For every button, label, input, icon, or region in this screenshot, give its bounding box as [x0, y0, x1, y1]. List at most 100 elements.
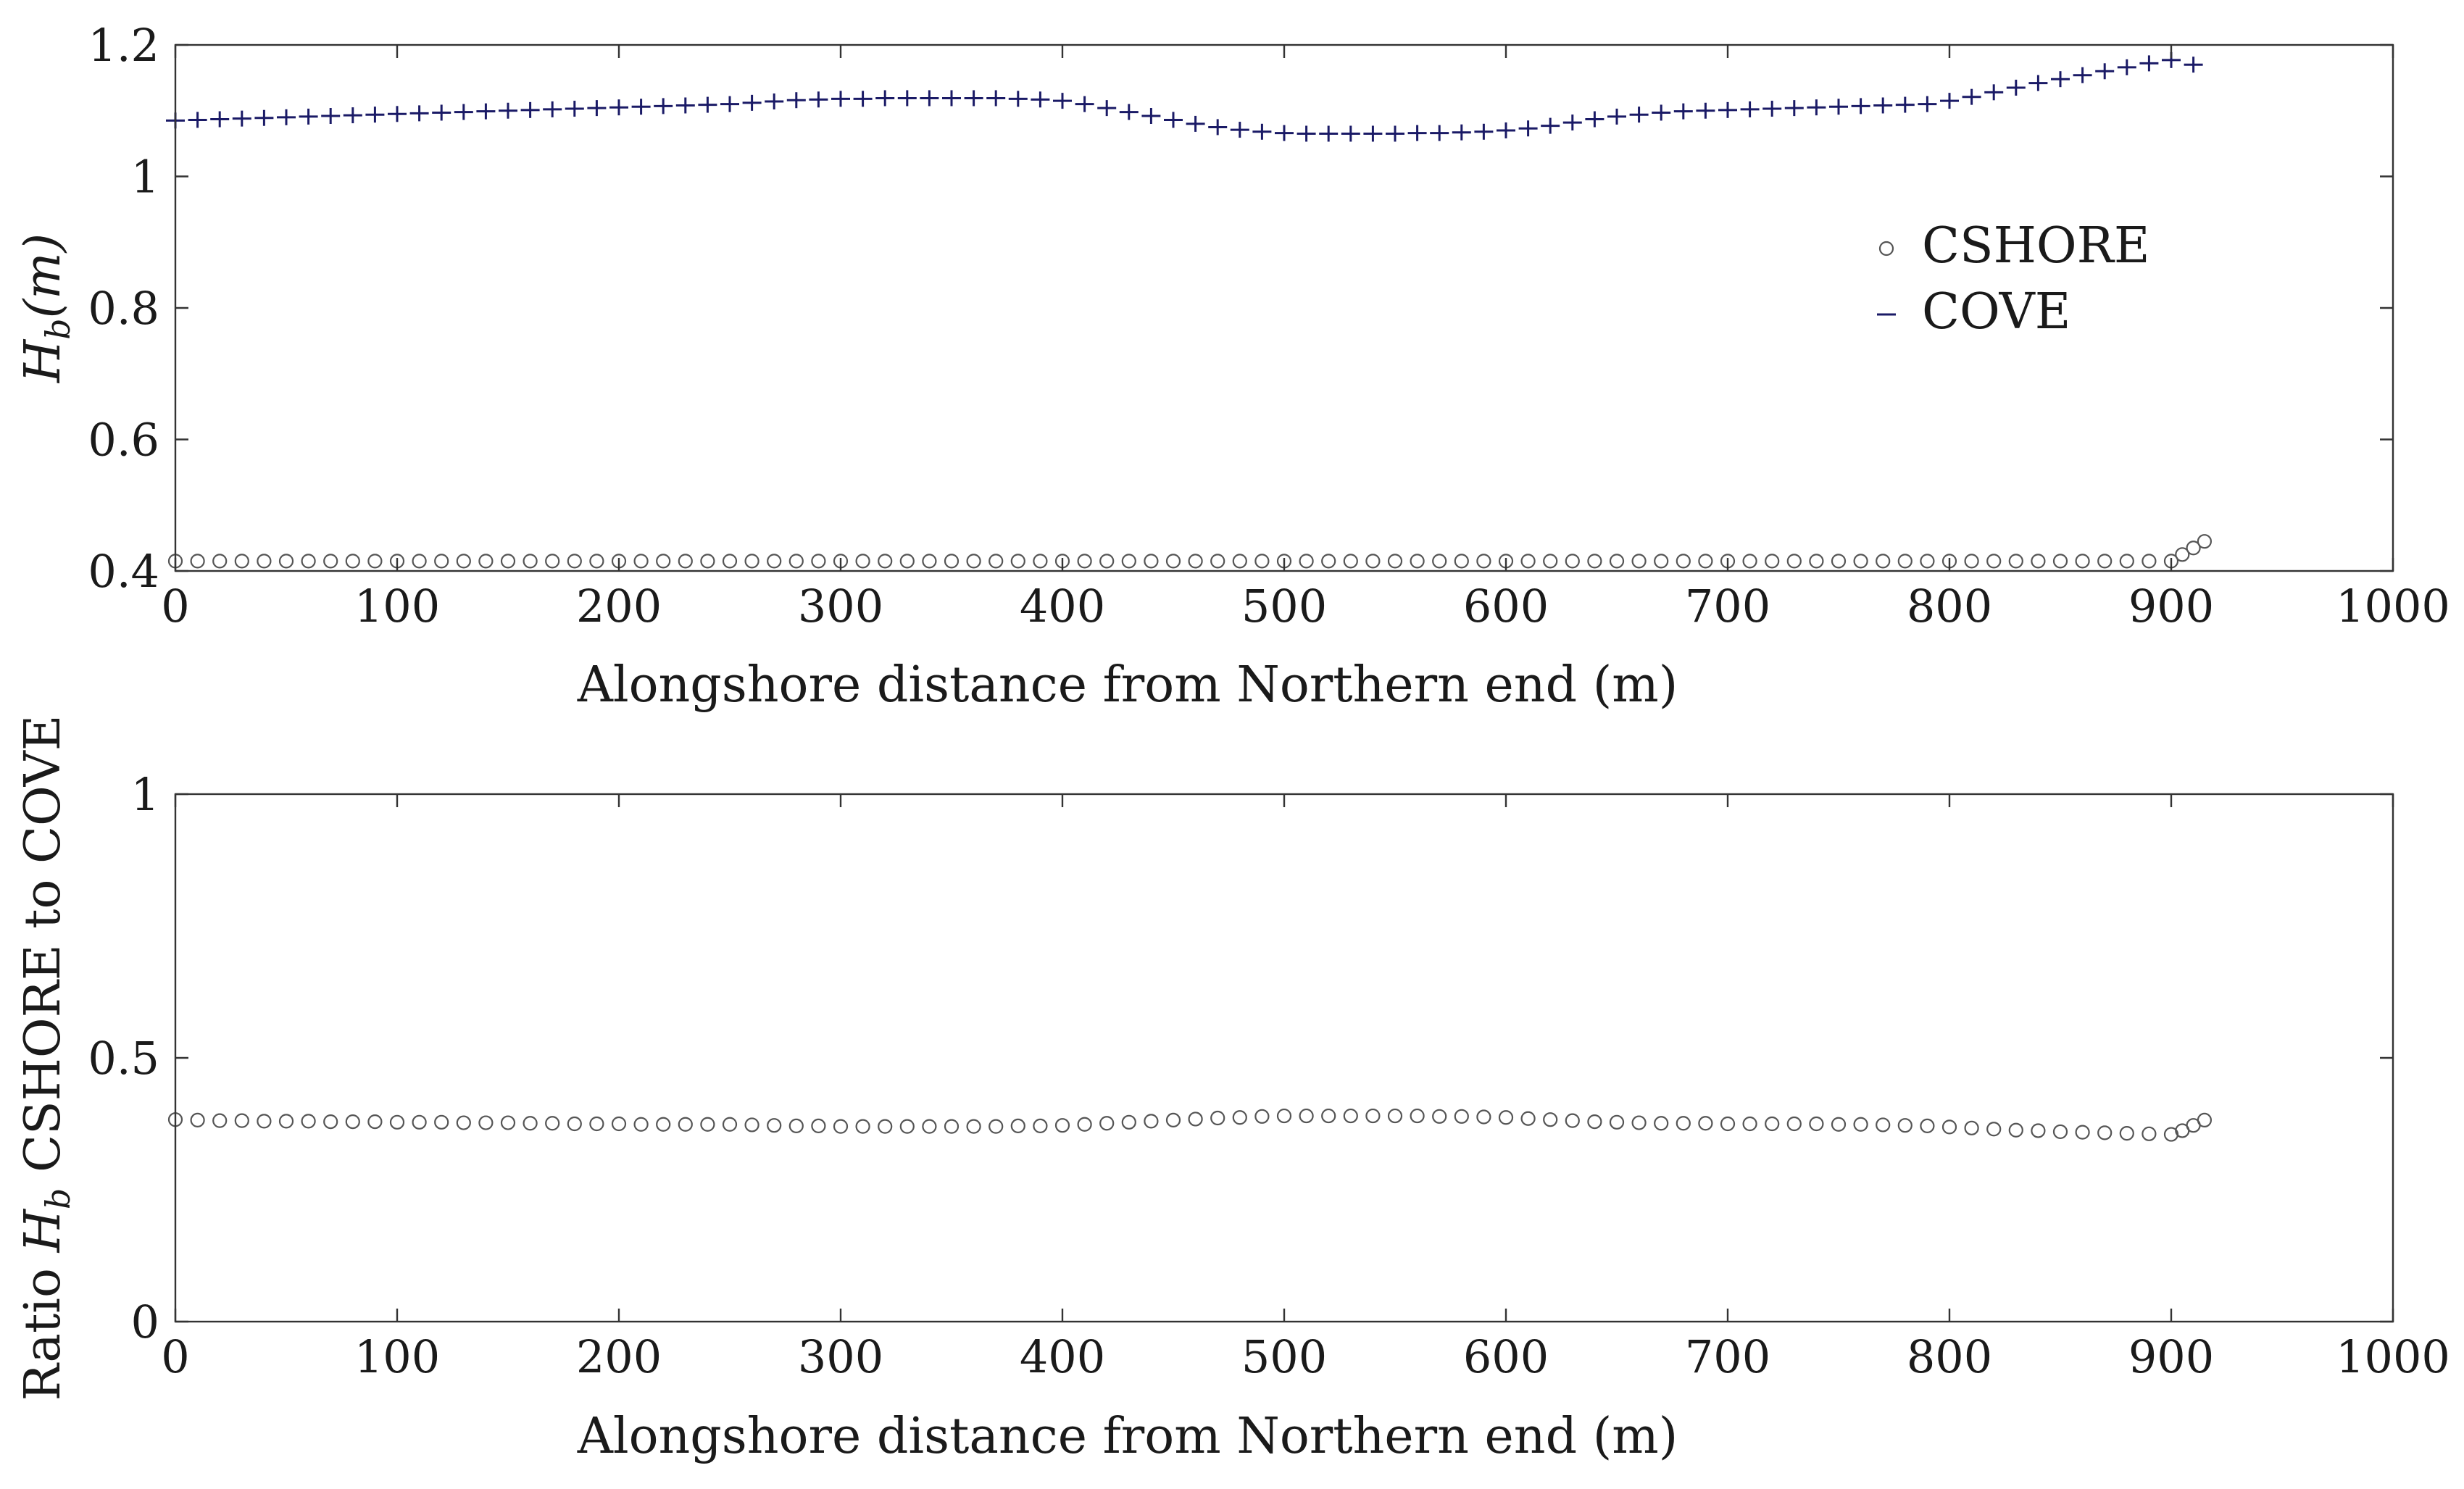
top-cove-point	[831, 91, 850, 107]
bottom-ratio-point	[478, 1115, 494, 1130]
top-cshore-point	[1742, 554, 1757, 569]
top-cove-point	[609, 99, 628, 116]
top-cove-point	[1585, 111, 1604, 128]
top-cove-point	[1696, 102, 1715, 119]
bottom-y-label-subscript: b	[38, 1188, 78, 1209]
top-cshore-point	[589, 554, 604, 569]
top-cove-point	[875, 90, 895, 107]
bottom-ratio-point	[190, 1112, 205, 1128]
bottom-ratio-point	[1387, 1108, 1403, 1124]
top-x-tick-label: 300	[798, 580, 883, 633]
top-cove-point	[1895, 96, 1915, 113]
top-cove-point	[1784, 100, 1804, 117]
top-data-marks	[166, 51, 2212, 569]
top-cove-point	[920, 90, 939, 107]
top-cshore-point	[633, 554, 649, 569]
top-cove-point	[365, 107, 385, 123]
bottom-ratio-point	[1410, 1108, 1425, 1124]
bottom-ratio-point	[1299, 1108, 1314, 1124]
panel-ratio: 0 100 200 300 400 500 600 700 800 900 1000 0 0.5 1 Al…	[14, 715, 2450, 1465]
bottom-ratio-point	[1365, 1108, 1381, 1124]
top-cshore-point	[456, 554, 471, 569]
top-cove-point	[1629, 107, 1649, 123]
bottom-ratio-point	[1631, 1115, 1647, 1130]
top-cove-point	[2117, 59, 2136, 75]
bottom-ratio-point	[389, 1114, 405, 1130]
top-cshore-point	[234, 554, 249, 569]
top-cove-point	[1873, 97, 1893, 114]
top-cshore-point	[1853, 554, 1868, 569]
top-cove-point	[1341, 125, 1360, 142]
top-cshore-point	[1077, 554, 1092, 569]
top-cove-point	[1962, 88, 1981, 105]
top-cove-point	[1762, 101, 1782, 117]
top-cshore-point	[1432, 554, 1447, 569]
top-cove-point	[232, 110, 251, 127]
top-cove-point	[2028, 75, 2048, 91]
bottom-ratio-point	[234, 1113, 249, 1128]
top-cove-point	[409, 105, 429, 122]
top-cove-point	[1319, 125, 1339, 142]
bottom-ratio-point	[1144, 1114, 1159, 1129]
bottom-ratio-point	[1698, 1116, 1713, 1131]
top-cshore-point	[988, 554, 1004, 569]
top-cove-point	[698, 96, 717, 113]
top-cove-point	[1562, 114, 1582, 131]
top-cove-point	[1208, 119, 1228, 135]
top-cove-point	[1097, 100, 1117, 117]
top-cove-point	[299, 108, 318, 125]
bottom-ratio-point	[1941, 1119, 1957, 1135]
top-cshore-point	[1387, 554, 1403, 569]
bottom-y-axis-label: Ratio Hb CSHORE to COVE	[14, 715, 78, 1401]
bottom-x-tick-label: 0	[161, 1330, 189, 1383]
top-cshore-point	[678, 554, 693, 569]
top-cove-point	[1851, 98, 1870, 114]
top-cove-point	[742, 94, 762, 111]
top-cshore-point	[1454, 554, 1469, 569]
bottom-ratio-point	[1897, 1118, 1912, 1133]
top-cshore-point	[2197, 534, 2212, 549]
top-x-tick-label: 100	[354, 580, 440, 633]
top-cshore-point	[1565, 554, 1580, 569]
top-cove-point	[1740, 101, 1760, 117]
bottom-ratio-point	[412, 1114, 427, 1130]
legend-cshore-marker	[1878, 241, 1894, 256]
top-cshore-point	[1698, 554, 1713, 569]
top-cshore-point	[2075, 554, 2090, 569]
top-cove-point	[675, 97, 695, 114]
top-cshore-point	[966, 554, 981, 569]
top-cove-point	[1918, 96, 1937, 112]
top-x-tick-label: 500	[1241, 580, 1327, 633]
top-cshore-point	[722, 554, 738, 569]
top-cove-point	[388, 106, 407, 122]
top-cove-point	[1275, 125, 1294, 141]
top-cshore-point	[855, 554, 870, 569]
top-y-label-unit: (m)	[14, 233, 72, 319]
bottom-ratio-point	[1343, 1108, 1358, 1124]
top-x-tick-label: 200	[576, 580, 662, 633]
top-cshore-point	[500, 554, 516, 569]
bottom-ratio-point	[456, 1115, 471, 1130]
top-cshore-point	[1587, 554, 1602, 569]
bottom-ratio-point	[1986, 1122, 2002, 1137]
top-y-tick-label: 0.4	[88, 545, 159, 598]
bottom-ratio-point	[1010, 1118, 1025, 1134]
bottom-ratio-point	[1188, 1111, 1203, 1127]
top-cshore-point	[788, 554, 804, 569]
bottom-ratio-point	[367, 1114, 383, 1130]
bottom-y-tick-label: 0	[131, 1296, 159, 1348]
bottom-y-tick-label: 1	[131, 768, 159, 821]
top-cove-point	[720, 96, 739, 112]
top-cove-point	[1230, 122, 1249, 138]
top-cove-point	[1186, 115, 1205, 132]
top-x-tick-label: 900	[2128, 580, 2214, 633]
top-cove-point	[587, 100, 607, 117]
bottom-ratio-point	[899, 1119, 915, 1134]
top-cove-point	[1296, 125, 1316, 142]
bottom-ratio-point	[1654, 1116, 1669, 1131]
top-y-tick-label: 0.6	[88, 414, 159, 467]
top-cove-point	[1518, 120, 1538, 137]
top-cshore-point	[1232, 554, 1247, 569]
top-cove-point	[1452, 124, 1471, 141]
bottom-x-tick-label: 200	[576, 1330, 662, 1383]
